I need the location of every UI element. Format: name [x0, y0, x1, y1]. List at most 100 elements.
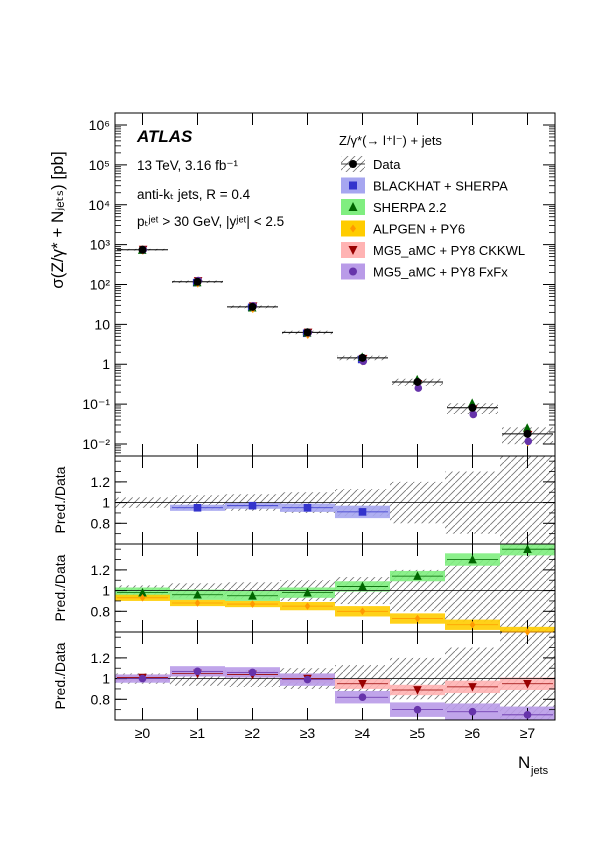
main-pred-point [524, 437, 533, 446]
legend-label: MG5_aMC + PY8 CKKWL [373, 243, 525, 258]
ratio-bands-layer [115, 456, 555, 720]
info-line-cuts: pₜʲᵉᵗ > 30 GeV, |yʲᵉᵗ| < 2.5 [137, 214, 284, 229]
ratio-pred-point [413, 571, 422, 580]
ratio-pred-point [248, 501, 257, 510]
y-tick-label: 10⁻¹ [82, 396, 110, 412]
y-tick-label: 10⁴ [88, 197, 110, 213]
ratio-tick-label: 1 [102, 583, 110, 599]
ratio-tick-label: 1.2 [91, 650, 111, 666]
ratio-pred-point [413, 686, 422, 695]
axis-ticks-layer [115, 112, 555, 720]
x-tick-label: ≥0 [135, 725, 151, 741]
atlas-label: ATLAS [136, 127, 193, 146]
ratio-pred-point [194, 599, 201, 607]
main-pred-point [522, 423, 532, 432]
ratio-pred-point [468, 683, 477, 692]
legend-label: ALPGEN + PY6 [373, 222, 465, 237]
ratio-tick-label: 0.8 [91, 603, 111, 619]
ratio-pred-point [523, 544, 532, 553]
legend-label: BLACKHAT + SHERPA [373, 179, 508, 194]
x-axis-title-subscript: jets [530, 765, 549, 777]
ratio-pred-point [524, 628, 531, 636]
ratio-pred-point [359, 607, 366, 616]
legend: Z/γ*(→ l⁺l⁻) + jets Data BLACKHAT + SHERP… [339, 133, 525, 280]
legend-marker [350, 224, 356, 233]
info-line-energy: 13 TeV, 3.16 fb⁻¹ [137, 158, 238, 173]
data-point [193, 277, 202, 286]
legend-label: MG5_aMC + PY8 FxFx [373, 265, 508, 280]
ratio-pred-point [468, 554, 477, 564]
y-tick-label: 10³ [90, 237, 111, 253]
legend-title: Z/γ*(→ l⁺l⁻) + jets [339, 133, 442, 148]
ratio-pred-point [304, 602, 311, 610]
ratio-tick-label: 1.2 [91, 474, 111, 490]
ratio-pred-point [138, 587, 147, 597]
ratio-pred-point [193, 667, 202, 676]
data-point [468, 403, 477, 412]
ratio-pred-point [248, 668, 257, 677]
data-point [303, 328, 312, 337]
info-line-jets: anti-kₜ jets, R = 0.4 [137, 187, 251, 202]
ratio-axis-title-2: Pred./Data [52, 554, 68, 621]
data-point [523, 429, 532, 438]
ratio-pred-point [139, 594, 146, 602]
ratio-pred-point [248, 590, 257, 600]
legend-marker [349, 267, 357, 276]
ratio-pred-point [523, 711, 532, 719]
y-tick-label: 10⁵ [89, 157, 110, 173]
ratio-axis-title-1: Pred./Data [52, 466, 68, 533]
y-tick-label: 1 [102, 356, 110, 372]
data-point [138, 245, 147, 254]
main-pred-point [414, 384, 423, 392]
ratio-pred-point [468, 707, 477, 716]
x-tick-label: ≥5 [410, 725, 426, 741]
ratio-panel-3-frame [114, 631, 556, 721]
ratio-tick-label: 0.8 [91, 515, 111, 531]
tick-labels-layer: 10⁶ 10⁵ 10⁴ 10³ 10² 10 1 10⁻¹ 10⁻² 1.2 1 0.8 1.2 1 0.8… [82, 117, 535, 741]
x-axis-title: N [518, 753, 530, 772]
ratio-axis-title-3: Pred./Data [52, 642, 68, 709]
ratio-tick-label: 1 [102, 495, 110, 511]
ratio-data-band [500, 544, 555, 632]
ratio-data-band [500, 632, 555, 720]
ratio-pred-point [358, 693, 367, 702]
ratio-pred-point [358, 679, 367, 689]
legend-marker [349, 181, 357, 190]
markers-layer [117, 245, 553, 719]
main-pred-point [469, 410, 478, 419]
legend-marker [348, 246, 358, 255]
ratio-pred-point [303, 503, 312, 512]
x-tick-label: ≥3 [300, 725, 316, 741]
ratio-pred-point [469, 620, 476, 629]
legend-label: SHERPA 2.2 [373, 200, 446, 215]
ratio-pred-point [249, 600, 256, 608]
data-point [413, 377, 422, 386]
ratio-pred-point [358, 508, 367, 516]
legend-label: Data [373, 157, 401, 172]
x-tick-label: ≥7 [520, 725, 536, 741]
ratio-pred-point [193, 589, 202, 599]
x-tick-label: ≥6 [465, 725, 481, 741]
x-tick-label: ≥1 [190, 725, 206, 741]
ratio-pred-point [523, 679, 532, 689]
ratio-pred-point [413, 705, 422, 714]
ratio-pred-point [358, 581, 367, 591]
y-tick-label: 10 [94, 316, 110, 332]
ratio-data-band [500, 456, 555, 544]
ratio-pred-point [303, 587, 312, 597]
ratio-pred-point [138, 674, 147, 683]
y-tick-label: 10⁻² [82, 436, 110, 452]
ratio-tick-label: 1 [102, 671, 110, 687]
ratio-tick-label: 0.8 [91, 691, 111, 707]
ratio-pred-point [193, 503, 202, 512]
y-tick-label: 10² [90, 277, 111, 293]
x-tick-label: ≥4 [355, 725, 371, 741]
legend-marker [349, 160, 357, 168]
legend-marker [348, 202, 358, 211]
ratio-pred-point [303, 675, 312, 684]
y-axis-title: σ(Z/γ* + Nⱼₑₜₛ) [pb] [48, 151, 67, 288]
y-tick-label: 10⁶ [89, 117, 110, 133]
x-tick-label: ≥2 [245, 725, 261, 741]
data-point [358, 353, 367, 362]
